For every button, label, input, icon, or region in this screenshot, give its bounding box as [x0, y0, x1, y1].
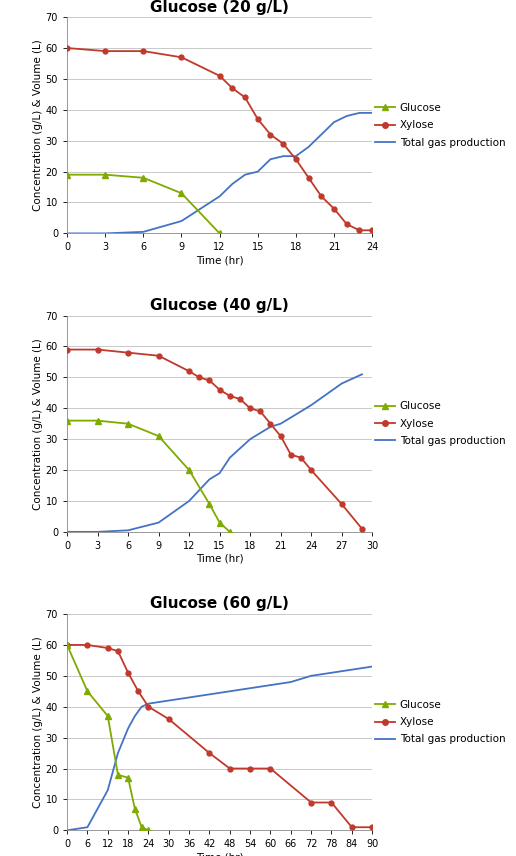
X-axis label: Time (hr): Time (hr) — [196, 255, 244, 265]
Title: Glucose (60 g/L): Glucose (60 g/L) — [150, 597, 289, 611]
Legend: Glucose, Xylose, Total gas production: Glucose, Xylose, Total gas production — [370, 397, 509, 450]
Title: Glucose (20 g/L): Glucose (20 g/L) — [150, 0, 289, 15]
Title: Glucose (40 g/L): Glucose (40 g/L) — [150, 298, 289, 313]
Y-axis label: Concentration (g/L) & Volume (L): Concentration (g/L) & Volume (L) — [33, 39, 43, 211]
Y-axis label: Concentration (g/L) & Volume (L): Concentration (g/L) & Volume (L) — [33, 338, 43, 509]
Legend: Glucose, Xylose, Total gas production: Glucose, Xylose, Total gas production — [370, 696, 509, 749]
X-axis label: Time (hr): Time (hr) — [196, 852, 244, 856]
X-axis label: Time (hr): Time (hr) — [196, 554, 244, 563]
Y-axis label: Concentration (g/L) & Volume (L): Concentration (g/L) & Volume (L) — [33, 636, 43, 808]
Legend: Glucose, Xylose, Total gas production: Glucose, Xylose, Total gas production — [370, 98, 509, 152]
